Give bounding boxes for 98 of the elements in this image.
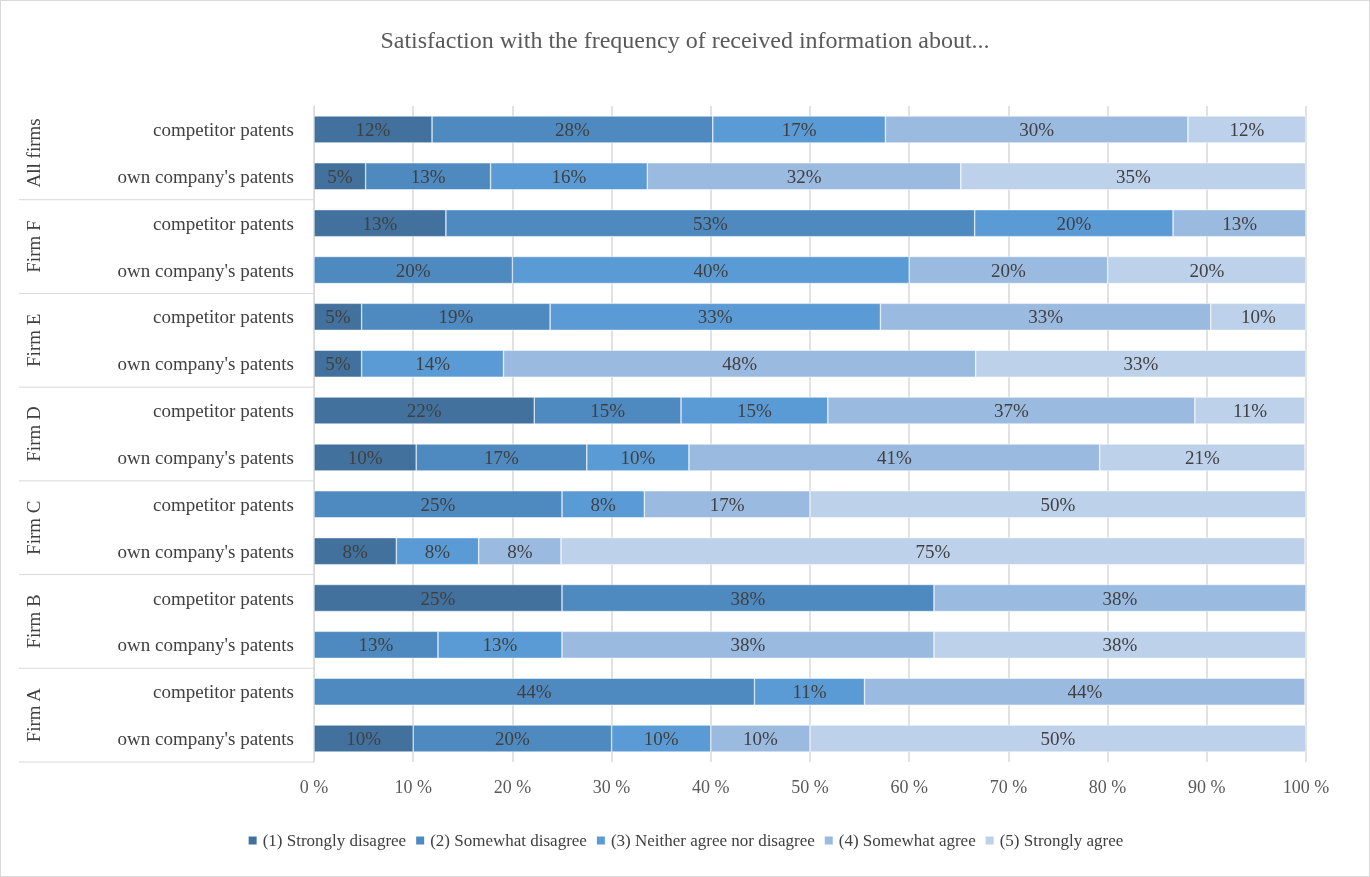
data-label: 11% — [1232, 400, 1268, 422]
x-tick-label: 50 % — [791, 777, 829, 797]
text: Firm C — [22, 500, 44, 555]
data-label: 50% — [1040, 728, 1076, 750]
y-tick-label: own company's patents — [117, 165, 294, 187]
y-tick-label: own company's patents — [117, 259, 294, 281]
data-label: 75% — [915, 540, 951, 562]
data-label: 21% — [1184, 446, 1220, 468]
data-label: 20% — [1189, 259, 1225, 281]
y-tick-label: competitor patents — [153, 681, 294, 703]
data-label: 14% — [415, 353, 451, 375]
data-label: 12% — [355, 118, 391, 140]
x-tick-label: 0 % — [299, 777, 329, 797]
legend-label: (3) Neither agree nor disagree — [610, 831, 815, 850]
data-label: 38% — [1102, 587, 1138, 609]
text: Firm F — [22, 220, 44, 273]
x-tick-label: 70 % — [989, 777, 1028, 797]
text: All firms — [22, 118, 44, 188]
data-label: 48% — [722, 353, 758, 375]
x-tick-label: 60 % — [890, 777, 928, 797]
data-label: 8% — [342, 540, 368, 562]
data-label: 10% — [643, 728, 679, 750]
y-tick-label: own company's patents — [117, 353, 294, 375]
y-tick-label: own company's patents — [117, 540, 294, 562]
data-label: 19% — [438, 306, 474, 328]
y-tick-label: competitor patents — [153, 212, 294, 234]
y-tick-label: competitor patents — [153, 493, 294, 515]
y-tick-label: own company's patents — [117, 634, 294, 656]
data-label: 50% — [1040, 493, 1076, 515]
data-label: 38% — [730, 587, 766, 609]
x-tick-label: 30 % — [592, 777, 631, 797]
data-label: 16% — [551, 165, 587, 187]
data-label: 17% — [781, 118, 817, 140]
data-label: 28% — [555, 118, 590, 140]
data-label: 5% — [327, 165, 353, 187]
data-label: 25% — [420, 587, 456, 609]
data-label: 25% — [420, 493, 456, 515]
data-label: 8% — [590, 493, 616, 515]
data-label: 37% — [993, 400, 1029, 422]
data-label: 11% — [792, 681, 827, 703]
y-tick-label: competitor patents — [153, 587, 294, 609]
x-tick-label: 20 % — [493, 777, 532, 797]
data-label: 13% — [410, 165, 446, 187]
data-label: 33% — [1123, 353, 1159, 375]
data-label: 33% — [1028, 306, 1064, 328]
data-label: 38% — [1102, 634, 1138, 656]
data-label: 10% — [742, 728, 778, 750]
data-label: 20% — [990, 259, 1026, 281]
data-label: 22% — [406, 400, 442, 422]
y-tick-label: competitor patents — [153, 306, 294, 328]
data-label: 44% — [516, 681, 552, 703]
data-label: 30% — [1019, 118, 1055, 140]
y-tick-label: own company's patents — [117, 728, 294, 750]
data-label: 13% — [358, 634, 394, 656]
data-label: 15% — [590, 400, 626, 422]
data-label: 20% — [395, 259, 431, 281]
x-tick-label: 80 % — [1088, 777, 1127, 797]
data-label: 32% — [786, 165, 822, 187]
x-tick-label: 10 % — [394, 777, 432, 797]
chart-title: Satisfaction with the frequency of received information about... — [380, 27, 990, 53]
data-label: 15% — [737, 400, 773, 422]
data-label: 10% — [1240, 306, 1276, 328]
data-label: 8% — [507, 540, 533, 562]
data-label: 38% — [730, 634, 766, 656]
data-label: 53% — [692, 212, 728, 234]
data-label: 20% — [1056, 212, 1092, 234]
text: Firm A — [22, 687, 44, 743]
legend-label: (2) Somewhat disagree — [430, 831, 587, 850]
data-label: 17% — [484, 446, 520, 468]
legend-label: (4) Somewhat agree — [838, 831, 976, 850]
legend-label: (5) Strongly agree — [999, 831, 1124, 850]
text: Firm D — [22, 406, 44, 462]
y-tick-label: own company's patents — [117, 446, 294, 468]
data-label: 13% — [482, 634, 518, 656]
data-label: 40% — [693, 259, 729, 281]
data-label: 41% — [876, 446, 912, 468]
x-tick-label: 100 % — [1282, 777, 1330, 797]
x-tick-label: 40 % — [692, 777, 730, 797]
data-label: 13% — [1222, 212, 1258, 234]
data-label: 10% — [620, 446, 656, 468]
data-label: 20% — [494, 728, 530, 750]
data-label: 10% — [347, 446, 383, 468]
y-tick-label: competitor patents — [153, 118, 294, 140]
data-label: 12% — [1229, 118, 1265, 140]
data-label: 35% — [1115, 165, 1151, 187]
x-tick-label: 90 % — [1188, 777, 1226, 797]
data-label: 5% — [325, 353, 351, 375]
data-label: 33% — [697, 306, 733, 328]
data-label: 10% — [346, 728, 382, 750]
data-label: 5% — [325, 306, 351, 328]
y-tick-label: competitor patents — [153, 400, 294, 422]
text: Firm B — [22, 594, 44, 649]
data-label: 8% — [424, 540, 451, 562]
data-label: 13% — [362, 212, 398, 234]
text: Firm E — [22, 313, 44, 367]
legend-label: (1) Strongly disagree — [262, 831, 407, 850]
data-label: 44% — [1067, 681, 1103, 703]
data-label: 17% — [709, 493, 745, 515]
